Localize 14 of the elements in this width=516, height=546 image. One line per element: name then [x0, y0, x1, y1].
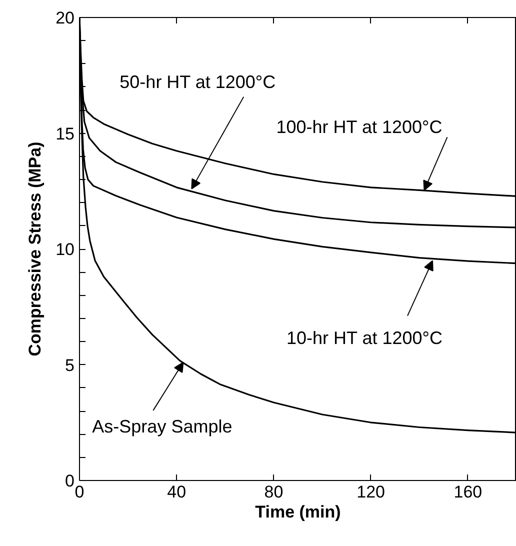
- x-axis-title: Time (min): [255, 502, 341, 522]
- y-tick-label: 15: [56, 124, 75, 144]
- y-tick-label: 10: [56, 240, 75, 259]
- y-tick-label: 5: [65, 356, 75, 375]
- annotation: 50-hr HT at 1200°C: [120, 72, 276, 92]
- y-tick-label: 20: [56, 8, 75, 28]
- x-tick-label: 120: [356, 482, 386, 502]
- annotation: 100-hr HT at 1200°C: [276, 117, 442, 138]
- y-axis-title: Compressive Stress (MPa): [26, 142, 45, 356]
- x-tick-label: 40: [167, 482, 186, 502]
- annotation: As-Spray Sample: [92, 416, 232, 436]
- annotation: 10-hr HT at 1200°C: [286, 328, 442, 348]
- x-tick-label: 160: [454, 482, 482, 502]
- x-tick-label: 80: [264, 482, 284, 502]
